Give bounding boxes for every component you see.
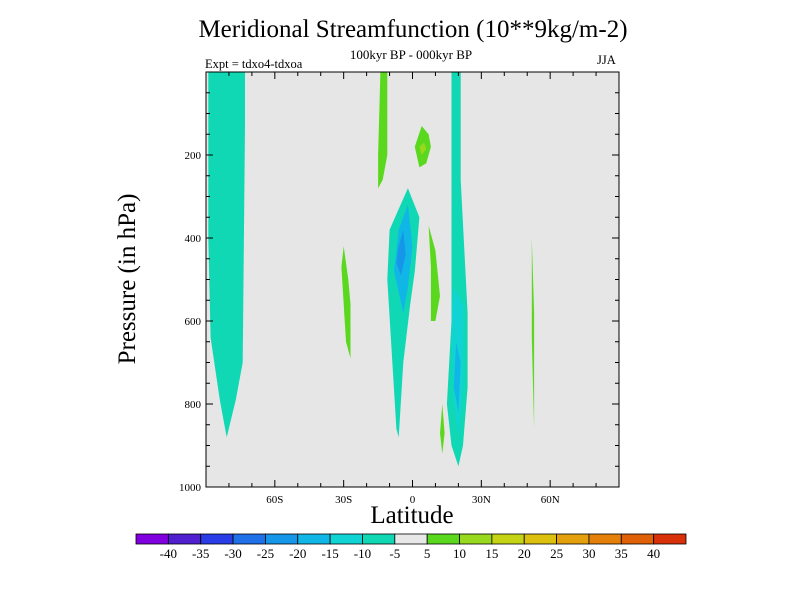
contour-region-upper-positive-center-core bbox=[419, 142, 427, 155]
y-tick-label: 1000 bbox=[179, 482, 202, 494]
colorbar-label: 40 bbox=[647, 546, 660, 561]
colorbar-label: -30 bbox=[224, 546, 241, 561]
contour-region-mid-positive-center bbox=[428, 225, 440, 321]
colorbar-label: 30 bbox=[582, 546, 595, 561]
colorbar-swatch bbox=[329, 533, 363, 545]
colorbar-swatch bbox=[653, 533, 687, 545]
colorbar-swatch bbox=[620, 533, 655, 545]
x-tick-label: 30N bbox=[472, 494, 491, 506]
y-tick-label: 200 bbox=[185, 150, 202, 162]
axis-ticks bbox=[206, 72, 619, 488]
contour-regions bbox=[208, 72, 535, 467]
colorbar-label: -10 bbox=[354, 546, 371, 561]
contour-region-mid-positive-west bbox=[341, 246, 351, 359]
colorbar-swatch bbox=[459, 533, 493, 545]
contour-region-eq-negative-cell-core bbox=[396, 229, 406, 276]
colorbar-swatch bbox=[297, 533, 331, 545]
x-tick-label: 0 bbox=[410, 494, 416, 506]
colorbar-label: -35 bbox=[192, 546, 209, 561]
y-tick-label: 800 bbox=[185, 399, 202, 411]
colorbar-label: 15 bbox=[485, 546, 498, 561]
colorbar-swatch bbox=[556, 533, 590, 545]
colorbar-swatch bbox=[200, 533, 234, 545]
colorbar-swatch bbox=[265, 533, 299, 545]
colorbar-label: 5 bbox=[424, 546, 431, 561]
colorbar-swatch bbox=[394, 533, 428, 545]
colorbar-label: -40 bbox=[160, 546, 177, 561]
colorbar-swatch bbox=[167, 533, 202, 545]
colorbar-swatch bbox=[135, 533, 169, 545]
chart-title: Meridional Streamfunction (10**9kg/m-2) bbox=[198, 16, 628, 43]
contour-region-nh-negative-cell-core bbox=[453, 341, 461, 413]
experiment-label: Expt = tdxo4-tdxoa bbox=[205, 57, 303, 71]
colorbar-label: -20 bbox=[289, 546, 306, 561]
colorbar-swatch bbox=[588, 533, 622, 545]
contour-region-nh-positive-line bbox=[531, 238, 535, 429]
season-label: JJA bbox=[597, 53, 616, 67]
colorbar-label: -5 bbox=[389, 546, 400, 561]
colorbar-label: -15 bbox=[321, 546, 338, 561]
plot-area: 60S 30S 0 30N 60N 200 400 600 800 1000 bbox=[179, 71, 620, 506]
colorbar-label: 25 bbox=[550, 546, 563, 561]
axis-tick-labels: 60S 30S 0 30N 60N 200 400 600 800 1000 bbox=[179, 150, 560, 506]
colorbar-swatch bbox=[523, 533, 557, 545]
contour-region-low-positive-small bbox=[440, 404, 445, 454]
colorbar-swatch bbox=[426, 533, 460, 545]
colorbar-label: 35 bbox=[615, 546, 628, 561]
y-tick-label: 400 bbox=[185, 233, 202, 245]
x-tick-label: 60N bbox=[541, 494, 560, 506]
y-tick-label: 600 bbox=[185, 316, 202, 328]
contour-region-upper-positive-west bbox=[378, 72, 388, 189]
x-tick-label: 30S bbox=[335, 494, 352, 506]
contour-region-sh-polar-cell bbox=[208, 72, 245, 438]
chart-subtitle: 100kyr BP - 000kyr BP bbox=[349, 47, 473, 62]
colorbar-label: 20 bbox=[518, 546, 531, 561]
colorbar-label: -25 bbox=[257, 546, 274, 561]
x-tick-label: 60S bbox=[266, 494, 283, 506]
colorbar-swatch bbox=[491, 533, 525, 545]
x-axis-label: Latitude bbox=[370, 502, 454, 529]
colorbar-label: 10 bbox=[453, 546, 466, 561]
colorbar-swatch bbox=[362, 533, 396, 545]
colorbar: -40 -35 -30 -25 -20 -15 -10 -5 5 10 15 20 25 30 35 40 bbox=[135, 533, 687, 561]
colorbar-swatch bbox=[232, 533, 266, 545]
